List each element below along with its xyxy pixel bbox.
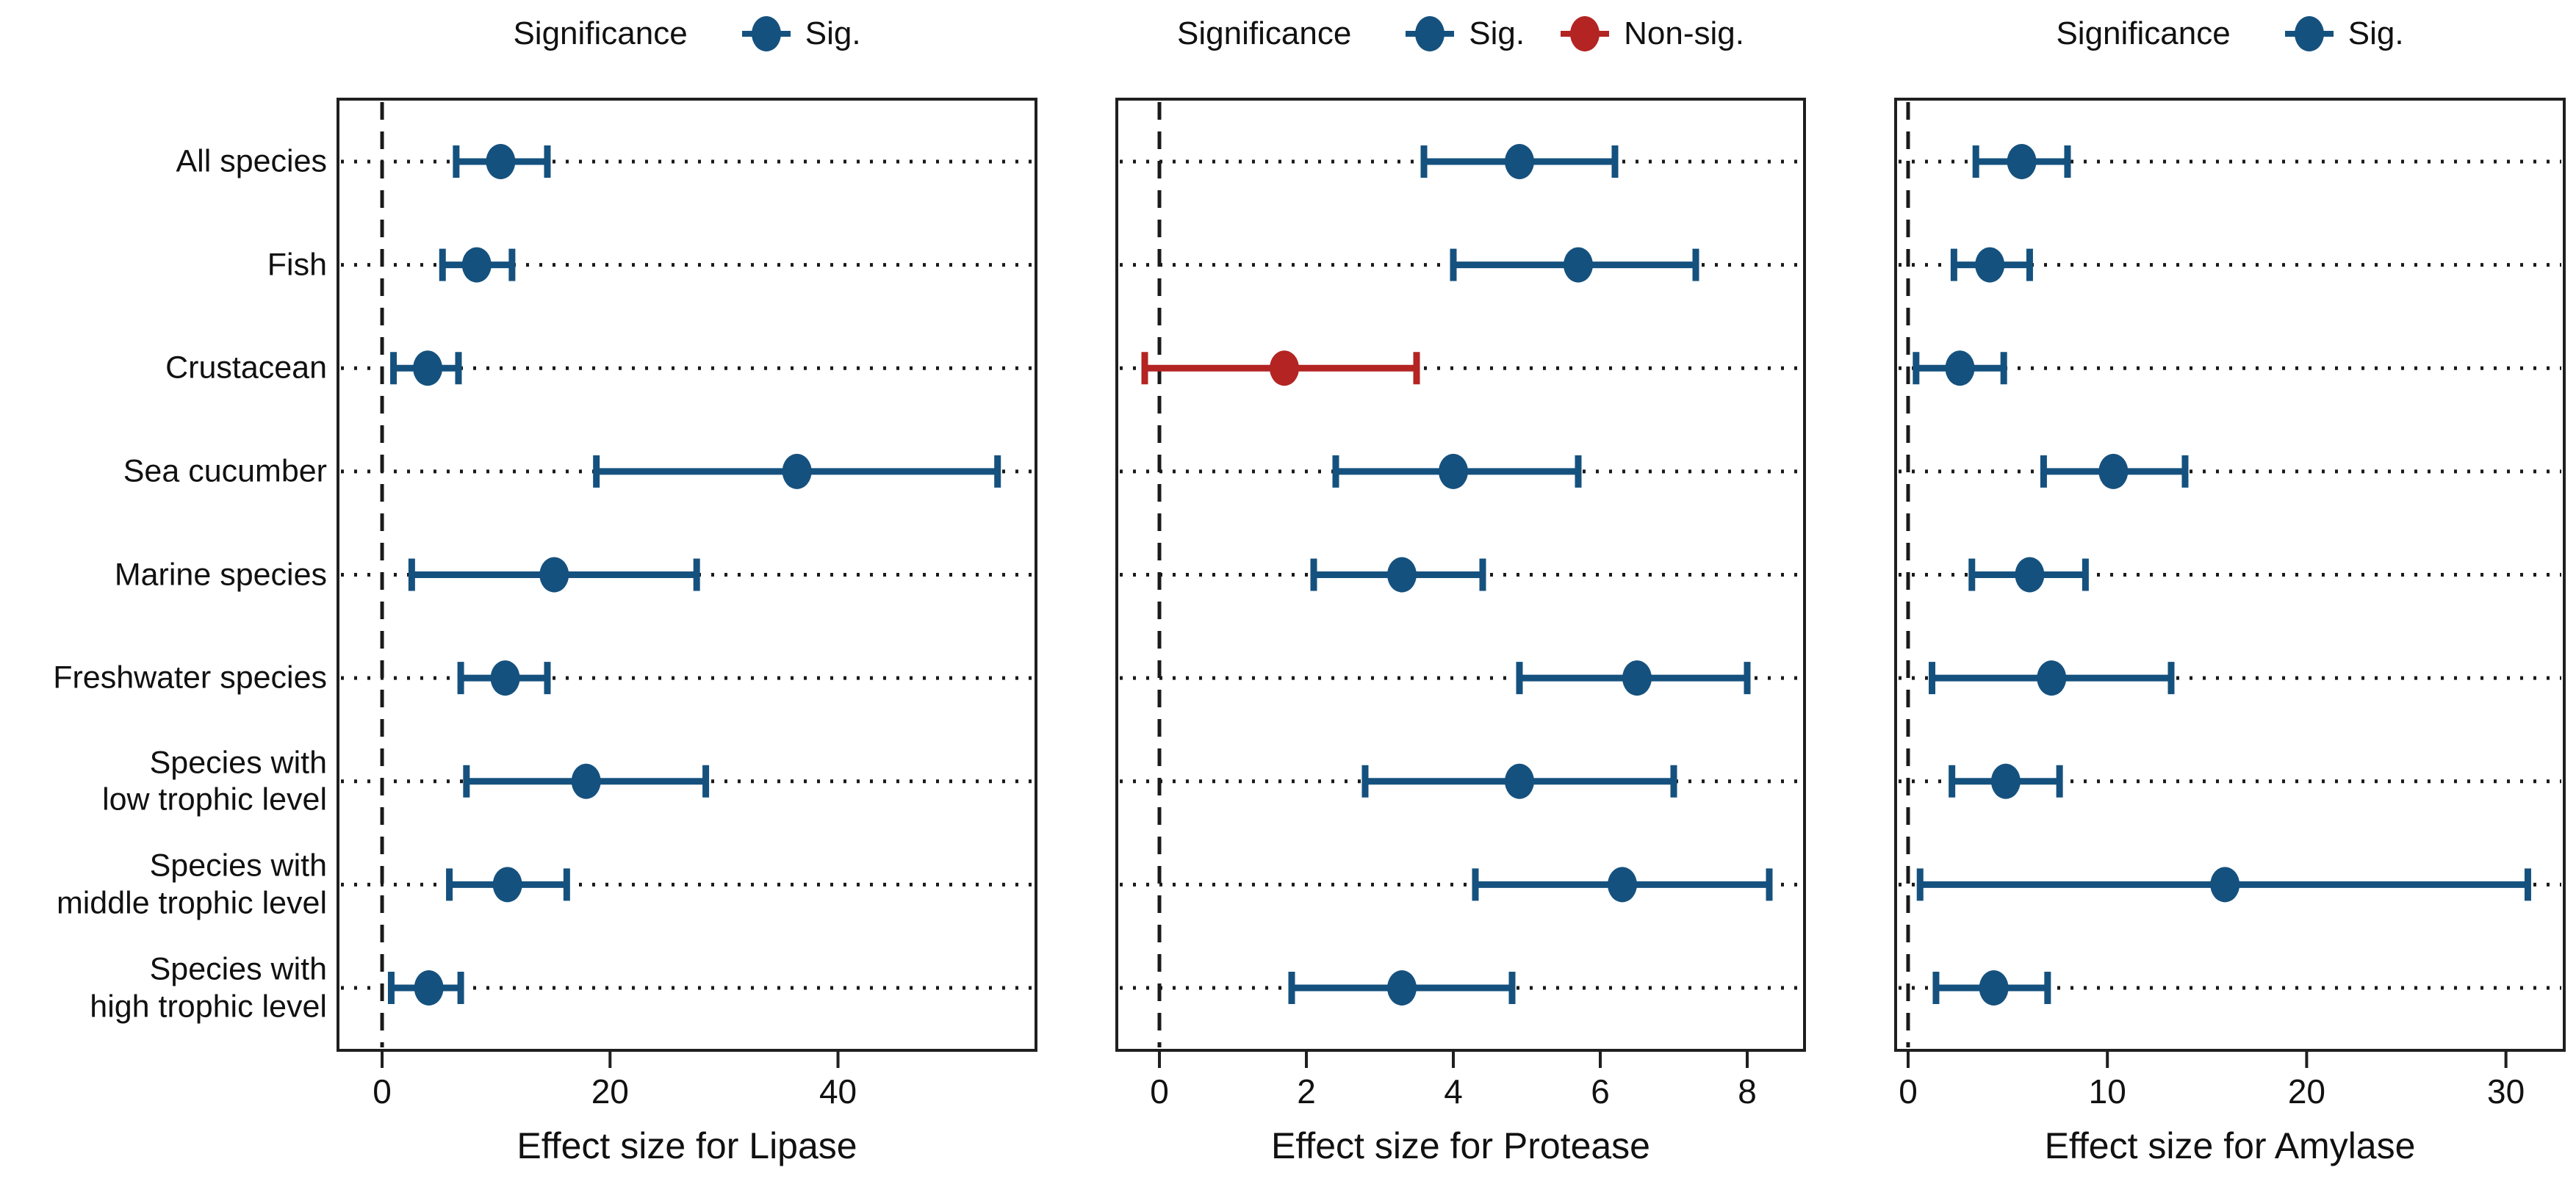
legend-items: Sig. Non-sig.	[1403, 14, 1744, 54]
legend-title: Significance	[2056, 15, 2231, 51]
x-axis-tick-label: 4	[1444, 1072, 1463, 1111]
error-bar-point	[1288, 970, 1516, 1006]
y-axis-label: Species with low trophic level	[102, 745, 327, 817]
legend-item-label: Sig.	[2347, 15, 2404, 51]
x-axis-title-amylase: Effect size for Amylase	[2044, 1125, 2416, 1166]
error-bar-point	[1949, 763, 2063, 799]
error-bar-point	[457, 660, 551, 696]
x-axis-tick-label: 20	[591, 1072, 629, 1111]
x-axis-tick-label: 40	[819, 1072, 857, 1111]
legend-item: Non-sig.	[1558, 14, 1744, 54]
legend-amylase: Significance Sig.	[1894, 0, 2566, 68]
error-bar-point	[2040, 453, 2189, 489]
legend-title: Significance	[1177, 15, 1352, 51]
error-bar-point	[390, 350, 462, 386]
error-bar-point	[1972, 144, 2071, 179]
error-bar-point	[593, 453, 1001, 489]
x-axis-tick-label: 0	[373, 1072, 392, 1111]
error-bar-point	[1516, 660, 1751, 696]
x-axis-tick-label: 8	[1738, 1072, 1757, 1111]
error-bar-point	[1420, 144, 1619, 179]
error-bar-point	[463, 763, 710, 799]
error-bar-point	[1361, 763, 1677, 799]
legend-item: Sig.	[2282, 14, 2404, 54]
legend-protease: Significance Sig. Non-sig.	[1115, 0, 1806, 68]
legend-items: Sig.	[739, 14, 861, 54]
error-bar-point	[453, 144, 551, 179]
legend-item-label: Sig.	[1469, 15, 1525, 51]
error-bar-point	[387, 970, 464, 1006]
legend-item: Sig.	[739, 14, 861, 54]
legend-point-marker-icon	[2284, 16, 2334, 51]
legend-point-marker-icon	[1406, 16, 1455, 51]
error-bar-point	[1913, 350, 2007, 386]
x-axis-tick-label: 30	[2487, 1072, 2525, 1111]
error-bar-point	[1968, 557, 2089, 593]
error-bar-point	[1932, 970, 2051, 1006]
legend-item-label: Sig.	[805, 15, 861, 51]
panel-amylase	[1894, 98, 2566, 1052]
x-axis-tick-label: 2	[1297, 1072, 1316, 1111]
error-bar-point	[1141, 350, 1420, 386]
x-axis-tick-label: 10	[2089, 1072, 2126, 1111]
panel-protease	[1115, 98, 1806, 1052]
error-bar-point	[1310, 557, 1486, 593]
x-axis-tick-label: 20	[2288, 1072, 2325, 1111]
error-bar-point	[1472, 867, 1773, 903]
y-axis-label: Sea cucumber	[123, 453, 327, 489]
y-axis-label: Freshwater species	[53, 660, 327, 696]
x-axis-tick-label: 0	[1150, 1072, 1169, 1111]
panel-lipase	[337, 98, 1037, 1052]
legend-item: Sig.	[1403, 14, 1525, 54]
legend-title: Significance	[513, 15, 688, 51]
legend-item-label: Non-sig.	[1624, 15, 1744, 51]
x-axis-tick-label: 6	[1591, 1072, 1610, 1111]
error-bar-point	[439, 247, 516, 283]
y-axis-label: Marine species	[114, 557, 327, 593]
x-axis-title-protease: Effect size for Protease	[1271, 1125, 1650, 1166]
y-axis-label: All species	[176, 143, 327, 179]
legend-point-marker-icon	[1561, 16, 1610, 51]
error-bar-point	[408, 557, 700, 593]
error-bar-point	[446, 867, 570, 903]
legend-lipase: Significance Sig.	[337, 0, 1037, 68]
x-axis-tick-label: 0	[1899, 1072, 1918, 1111]
legend-point-marker-icon	[741, 16, 791, 51]
error-bar-point	[1950, 247, 2033, 283]
y-axis-label: Crustacean	[165, 350, 327, 386]
error-bar-point	[1450, 247, 1699, 283]
error-bar-point	[1916, 867, 2531, 903]
error-bar-point	[1332, 453, 1582, 489]
y-axis-label: Species with middle trophic level	[56, 848, 327, 921]
error-bar-point	[1929, 660, 2175, 696]
x-axis-title-lipase: Effect size for Lipase	[517, 1125, 857, 1166]
y-axis-label: Species with high trophic level	[90, 951, 327, 1024]
y-axis-label: Fish	[267, 247, 327, 283]
legend-items: Sig.	[2282, 14, 2404, 54]
